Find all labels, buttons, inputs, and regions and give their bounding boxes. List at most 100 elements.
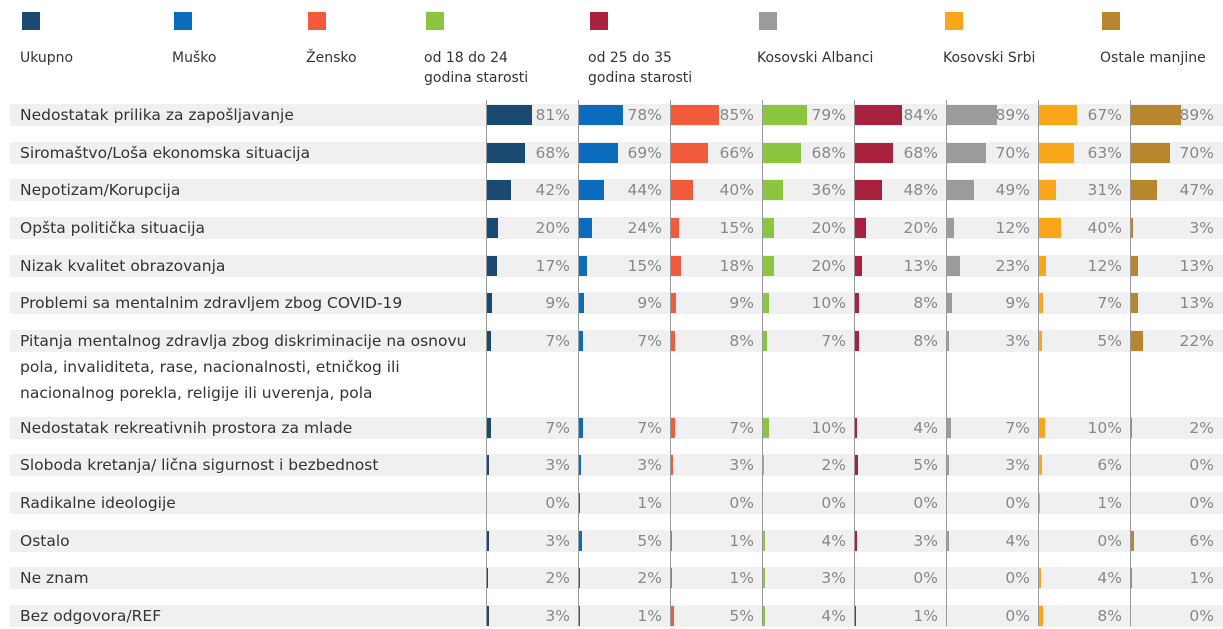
value-label: 67% [1087, 106, 1122, 124]
value-label: 15% [719, 219, 754, 237]
value-label: 7% [545, 332, 570, 350]
value-label: 7% [1005, 419, 1030, 437]
category-label: Ostalo [20, 532, 70, 550]
bar [487, 180, 511, 200]
row-band [10, 179, 1223, 201]
value-label: 10% [811, 294, 846, 312]
bar [487, 455, 489, 475]
value-label: 70% [1179, 144, 1214, 162]
value-label: 0% [1097, 532, 1122, 550]
bar [1039, 568, 1042, 588]
value-label: 81% [535, 106, 570, 124]
value-label: 9% [729, 294, 754, 312]
value-label: 7% [821, 332, 846, 350]
value-label: 2% [545, 569, 570, 587]
bar [487, 218, 499, 238]
value-label: 1% [729, 532, 754, 550]
category-label: Nedostatak rekreativnih prostora za mlad… [20, 419, 353, 437]
value-label: 49% [995, 181, 1030, 199]
bar [763, 105, 808, 125]
bar [487, 293, 493, 313]
value-label: 0% [1005, 569, 1030, 587]
value-label: 0% [1189, 607, 1214, 625]
bar [1131, 218, 1133, 238]
bar [487, 418, 491, 438]
value-label: 0% [1189, 494, 1214, 512]
row-band [10, 330, 1223, 352]
bar [1039, 293, 1043, 313]
value-label: 4% [913, 419, 938, 437]
bar [855, 418, 858, 438]
bar [947, 256, 960, 276]
category-label: Nizak kvalitet obrazovanja [20, 257, 226, 275]
value-label: 7% [545, 419, 570, 437]
value-label: 0% [1005, 607, 1030, 625]
bar [947, 531, 950, 551]
value-label: 10% [1087, 419, 1122, 437]
column-divider [486, 100, 487, 626]
row-band [10, 417, 1223, 439]
bar [579, 105, 623, 125]
value-label: 18% [719, 257, 754, 275]
value-label: 0% [913, 569, 938, 587]
bar [671, 331, 676, 351]
legend-swatch [1102, 12, 1120, 30]
bar [763, 218, 775, 238]
value-label: 13% [903, 257, 938, 275]
value-label: 36% [811, 181, 846, 199]
value-label: 20% [903, 219, 938, 237]
bar [487, 256, 497, 276]
bar [947, 418, 951, 438]
column-divider [1130, 100, 1131, 626]
bar [1039, 218, 1062, 238]
row-band [10, 492, 1223, 514]
legend-label: Ukupno [20, 50, 74, 66]
row-band [10, 567, 1223, 589]
category-label: Opšta politička situacija [20, 219, 206, 237]
value-label: 6% [1189, 532, 1214, 550]
value-label: 3% [545, 532, 570, 550]
value-label: 3% [913, 532, 938, 550]
bar [763, 531, 766, 551]
value-label: 0% [1189, 456, 1214, 474]
legend-label: od 25 do 35 godina starosti [588, 50, 693, 86]
bar [579, 418, 583, 438]
bar [947, 105, 997, 125]
category-label: Siromaštvo/Loša ekonomska situacija [20, 144, 311, 162]
value-label: 4% [821, 532, 846, 550]
bar [487, 568, 489, 588]
bar [671, 455, 673, 475]
value-label: 1% [913, 607, 938, 625]
column-divider [578, 100, 579, 626]
value-label: 12% [995, 219, 1030, 237]
value-label: 2% [1189, 419, 1214, 437]
value-label: 9% [637, 294, 662, 312]
bar [947, 293, 953, 313]
category-label: Sloboda kretanja/ lična sigurnost i bezb… [20, 456, 379, 474]
column-divider [762, 100, 763, 626]
category-label: Nepotizam/Korupcija [20, 181, 181, 199]
bar [1039, 180, 1057, 200]
bar [947, 455, 949, 475]
value-label: 3% [637, 456, 662, 474]
legend-label: Kosovski Albanci [757, 50, 874, 66]
column-divider [670, 100, 671, 626]
value-label: 4% [1005, 532, 1030, 550]
category-label: Radikalne ideologije [20, 494, 176, 512]
value-label: 20% [811, 257, 846, 275]
legend-swatch [308, 12, 326, 30]
value-label: 89% [995, 106, 1030, 124]
bar [855, 331, 860, 351]
bar [855, 531, 857, 551]
value-label: 66% [719, 144, 754, 162]
bar [1039, 418, 1045, 438]
bar [1131, 180, 1158, 200]
bar [947, 331, 949, 351]
legend-label: Muško [172, 50, 217, 66]
bar [855, 256, 863, 276]
value-label: 3% [1189, 219, 1214, 237]
value-label: 3% [1005, 332, 1030, 350]
value-label: 23% [995, 257, 1030, 275]
bar [671, 568, 672, 588]
